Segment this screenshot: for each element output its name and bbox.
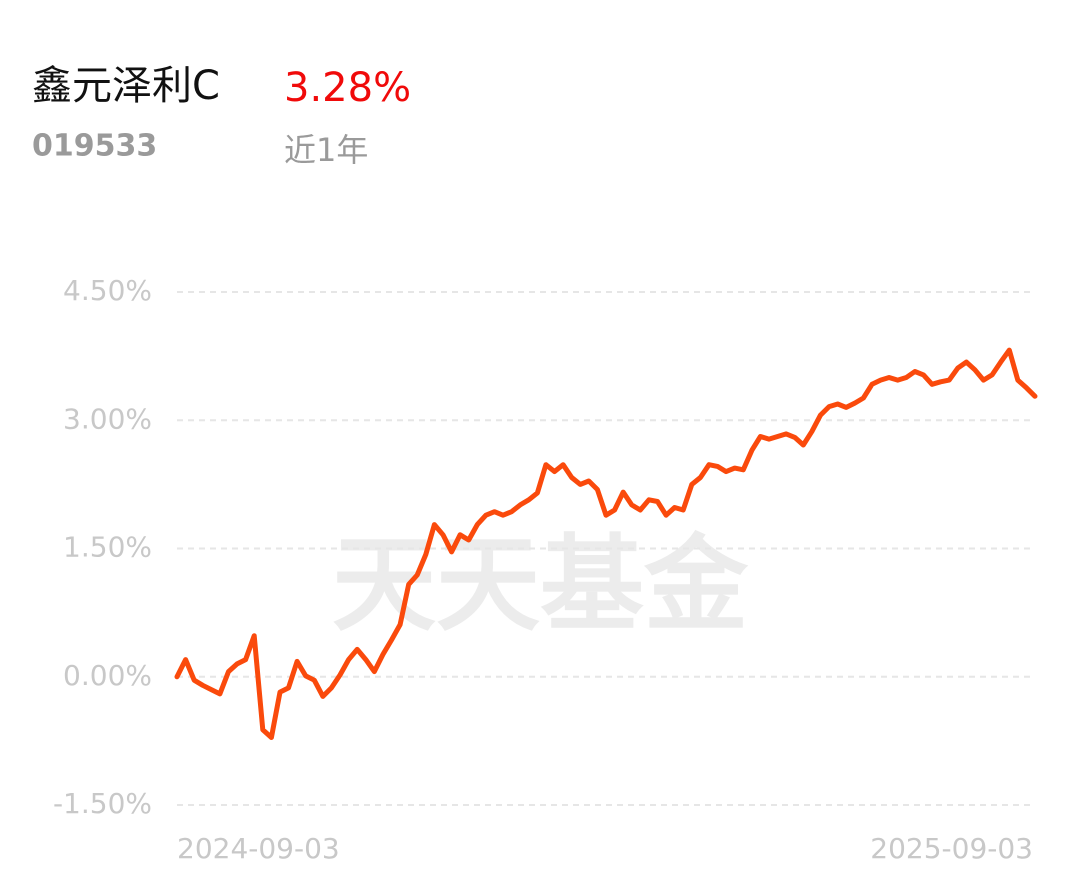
y-tick-label: 0.00% xyxy=(63,659,152,692)
price-line xyxy=(174,347,1038,740)
period-label: 近1年 xyxy=(284,131,368,169)
y-tick-label: 4.50% xyxy=(63,274,152,307)
y-tick-label: -1.50% xyxy=(53,787,152,820)
x-tick-label: 2024-09-03 xyxy=(177,832,340,865)
watermark: 天天基金 xyxy=(332,523,749,645)
x-tick-label: 2025-09-03 xyxy=(870,832,1033,865)
y-tick-label: 1.50% xyxy=(63,531,152,564)
fund-code: 019533 xyxy=(32,129,157,164)
y-tick-label: 3.00% xyxy=(63,402,152,435)
return-value: 3.28% xyxy=(284,65,411,111)
fund-name: 鑫元泽利C xyxy=(32,63,220,109)
